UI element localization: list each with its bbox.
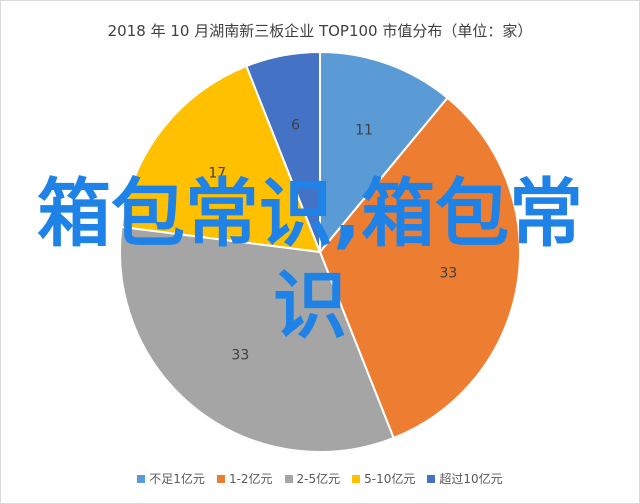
legend-item-3: 5-10亿元 bbox=[352, 470, 415, 487]
slice-label-2: 33 bbox=[231, 348, 249, 364]
legend-swatch-1 bbox=[216, 474, 225, 483]
legend-label-1: 1-2亿元 bbox=[228, 472, 273, 486]
legend-item-1: 1-2亿元 bbox=[216, 470, 273, 487]
legend-swatch-4 bbox=[427, 474, 436, 483]
legend-item-2: 2-5亿元 bbox=[284, 470, 341, 487]
pie-slice-4 bbox=[245, 50, 321, 253]
legend-swatch-2 bbox=[284, 474, 293, 483]
pie-slice-2 bbox=[119, 225, 395, 453]
legend-label-0: 不足1亿元 bbox=[149, 472, 205, 486]
chart-legend: 不足1亿元 1-2亿元 2-5亿元 5-10亿元 超过10亿元 bbox=[0, 470, 640, 487]
slice-label-3: 17 bbox=[208, 165, 226, 181]
slice-label-4: 6 bbox=[291, 117, 300, 133]
legend-swatch-3 bbox=[352, 474, 361, 483]
slice-label-1: 33 bbox=[439, 265, 457, 281]
legend-label-3: 5-10亿元 bbox=[364, 472, 416, 486]
pie-slice-0 bbox=[319, 50, 449, 255]
chart-title: 2018 年 10 月湖南新三板企业 TOP100 市值分布（单位：家） bbox=[107, 22, 533, 40]
pie-slice-3 bbox=[120, 64, 322, 254]
legend-label-4: 超过10亿元 bbox=[439, 472, 503, 486]
legend-swatch-0 bbox=[137, 474, 146, 483]
slice-label-0: 11 bbox=[355, 123, 373, 139]
legend-item-4: 超过10亿元 bbox=[427, 470, 503, 487]
legend-item-0: 不足1亿元 bbox=[137, 470, 205, 487]
pie-slice-1 bbox=[318, 96, 521, 440]
legend-label-2: 2-5亿元 bbox=[296, 472, 341, 486]
